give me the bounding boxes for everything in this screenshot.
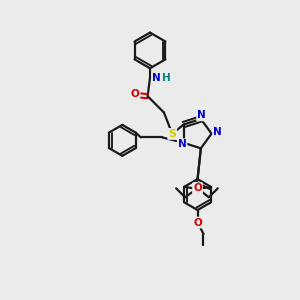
Text: O: O [193, 218, 202, 227]
Text: N: N [152, 73, 161, 83]
Text: N: N [213, 127, 222, 137]
Text: S: S [168, 129, 176, 139]
Text: H: H [162, 73, 171, 83]
Text: N: N [178, 139, 187, 149]
Text: O: O [131, 89, 140, 99]
Text: N: N [197, 110, 206, 120]
Text: O: O [193, 183, 202, 193]
Text: O: O [193, 183, 202, 193]
